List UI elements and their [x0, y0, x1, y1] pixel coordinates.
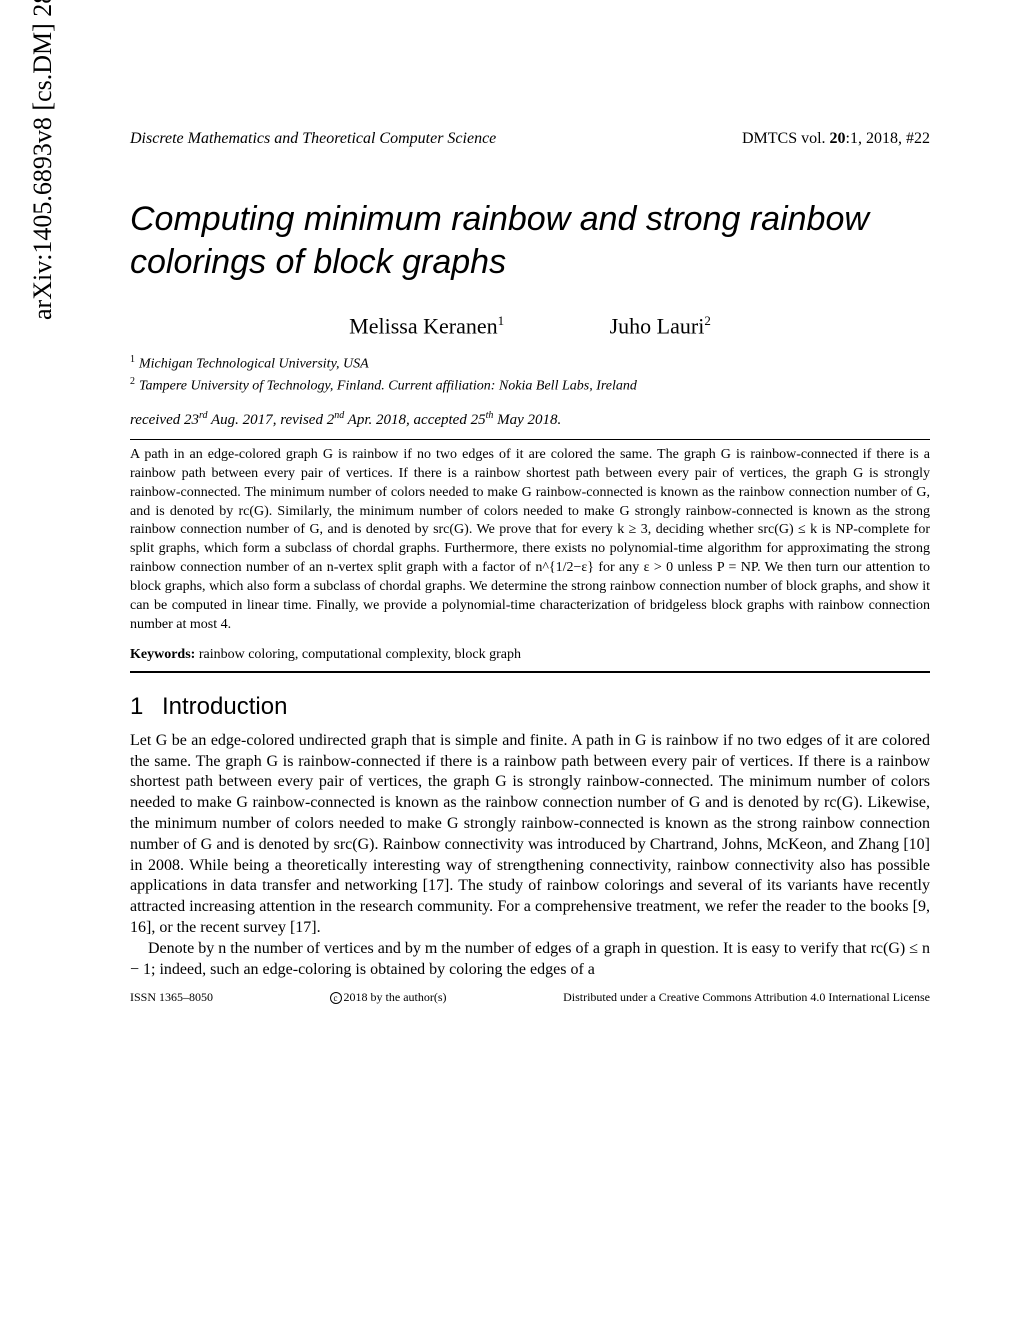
vol-prefix: DMTCS vol. — [742, 130, 826, 147]
issue-info: :1, 2018, #22 — [846, 130, 930, 147]
revised-label: revised 2 — [280, 412, 334, 428]
intro-paragraph-2: Denote by n the number of vertices and b… — [130, 939, 930, 981]
author-sup: 1 — [498, 313, 505, 328]
keywords-text: rainbow coloring, computational complexi… — [199, 647, 521, 662]
author-1: Melissa Keranen1 — [349, 313, 504, 339]
received-ord: rd — [199, 410, 208, 421]
affil-num: 1 — [130, 354, 135, 365]
intro-paragraph-1: Let G be an edge-colored undirected grap… — [130, 731, 930, 939]
license: Distributed under a Creative Commons Att… — [563, 990, 930, 1005]
author-name: Juho Lauri — [610, 313, 705, 338]
accepted-rest: May 2018 — [493, 412, 557, 428]
copyright: c2018 by the author(s) — [330, 990, 447, 1005]
received-label: received 23 — [130, 412, 199, 428]
affil-num: 2 — [130, 376, 135, 387]
author-2: Juho Lauri2 — [610, 313, 711, 339]
paper-title: Computing minimum rainbow and strong rai… — [130, 198, 930, 283]
section-heading: 1Introduction — [130, 693, 930, 721]
revised-rest: Apr. 2018 — [344, 412, 406, 428]
copyright-text: 2018 by the author(s) — [344, 990, 447, 1004]
page-footer: ISSN 1365–8050 c2018 by the author(s) Di… — [130, 990, 930, 1005]
affiliation-list: 1Michigan Technological University, USA … — [130, 353, 930, 396]
affil-text: Tampere University of Technology, Finlan… — [139, 378, 637, 393]
accepted-label: accepted 25 — [414, 412, 486, 428]
affiliation-1: 1 Michigan Technological University, USA — [130, 353, 930, 374]
running-header: Discrete Mathematics and Theoretical Com… — [130, 130, 930, 148]
affil-text: Michigan Technological University, USA — [139, 357, 369, 372]
volume-info: DMTCS vol. 20:1, 2018, #22 — [742, 130, 930, 148]
abstract: A path in an edge-colored graph G is rai… — [130, 446, 930, 635]
arxiv-identifier: arXiv:1405.6893v8 [cs.DM] 28 May 2018 — [28, 0, 58, 320]
received-rest: Aug. 2017 — [208, 412, 273, 428]
section-number: 1 — [130, 693, 162, 721]
author-sup: 2 — [704, 313, 711, 328]
publication-dates: received 23rd Aug. 2017, revised 2nd Apr… — [130, 410, 930, 429]
section-title: Introduction — [162, 693, 287, 720]
page-content: Discrete Mathematics and Theoretical Com… — [130, 130, 930, 1005]
keywords-label: Keywords: — [130, 647, 195, 662]
introduction-body: Let G be an edge-colored undirected grap… — [130, 731, 930, 981]
vol-number: 20 — [830, 130, 846, 147]
copyright-icon: c — [330, 992, 342, 1004]
divider-thick — [130, 671, 930, 673]
author-name: Melissa Keranen — [349, 313, 497, 338]
author-list: Melissa Keranen1 Juho Lauri2 — [130, 313, 930, 339]
journal-name: Discrete Mathematics and Theoretical Com… — [130, 130, 496, 148]
divider — [130, 439, 930, 440]
revised-ord: nd — [334, 410, 344, 421]
affiliation-2: 2 Tampere University of Technology, Finla… — [130, 375, 930, 396]
issn: ISSN 1365–8050 — [130, 990, 213, 1005]
keywords-line: Keywords: rainbow coloring, computationa… — [130, 647, 930, 663]
